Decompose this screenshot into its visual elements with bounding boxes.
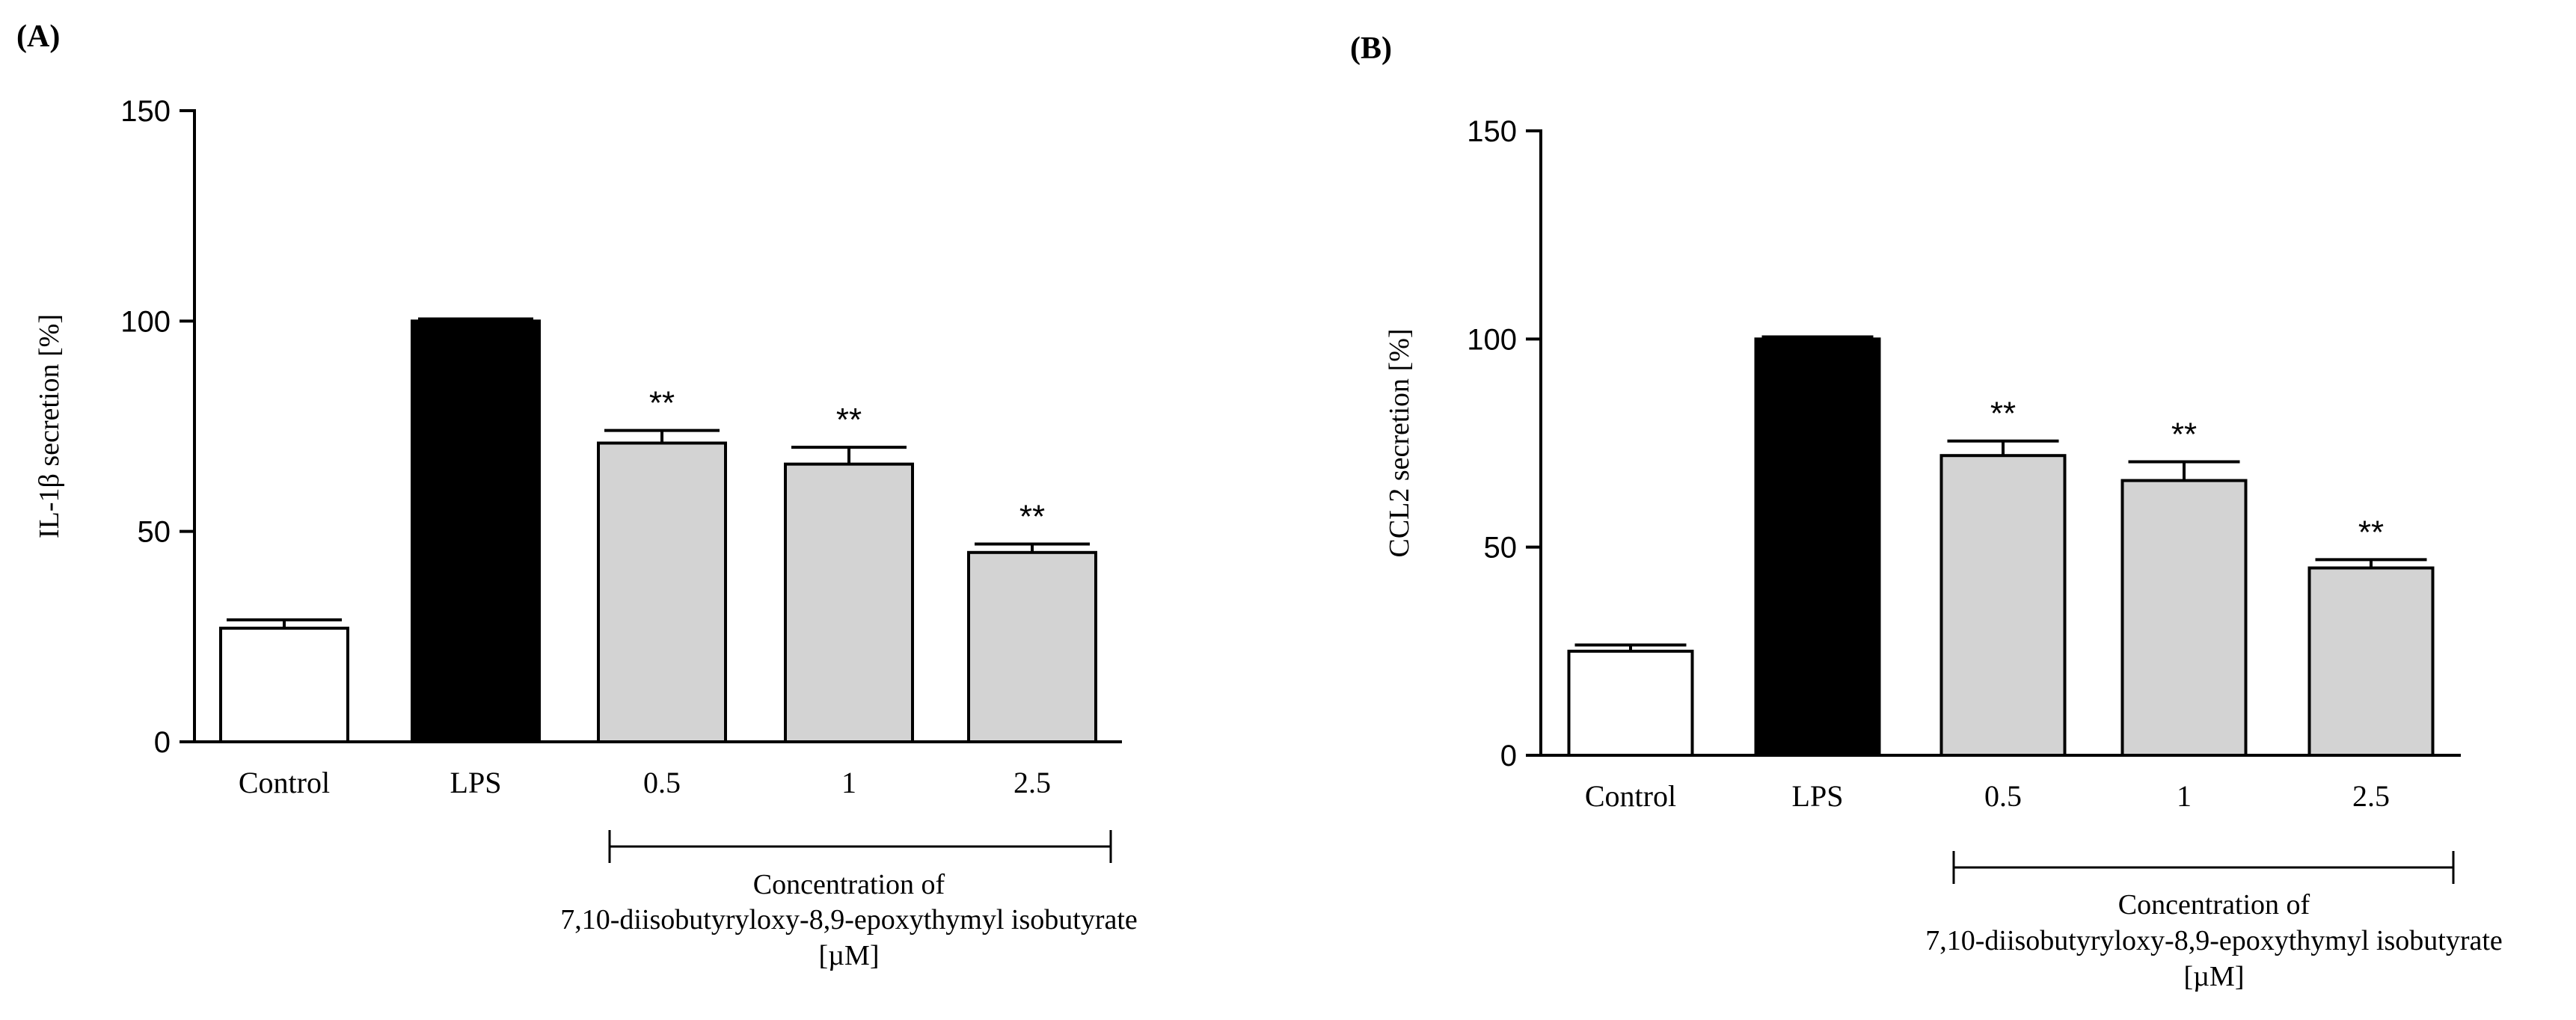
y-tick-label: 100 xyxy=(1467,323,1517,356)
significance-marker: ** xyxy=(1990,396,2016,432)
significance-marker: ** xyxy=(649,385,675,422)
significance-marker: ** xyxy=(1019,499,1045,535)
x-tick-label: 1 xyxy=(2177,779,2192,813)
y-tick-label: 0 xyxy=(1500,740,1517,772)
significance-marker: ** xyxy=(836,402,862,438)
x-tick-label: 0.5 xyxy=(1984,779,2022,813)
concentration-label-line: 7,10-diisobutyryloxy-8,9-epoxythymyl iso… xyxy=(1925,925,2503,956)
significance-marker: ** xyxy=(2358,514,2384,550)
bar xyxy=(411,319,541,744)
concentration-label-line: [µM] xyxy=(2184,961,2245,992)
x-tick-label: 2.5 xyxy=(2352,779,2390,813)
x-tick-label: Control xyxy=(1585,779,1676,813)
concentration-label-line: 7,10-diisobutyryloxy-8,9-epoxythymyl iso… xyxy=(560,904,1138,935)
y-tick-label: 100 xyxy=(120,305,171,338)
chart-panel-b: (B) 0 50 100 150 CCL2 secretion [%] Control LPS… xyxy=(1350,31,2503,992)
y-axis-title: IL-1β secretion [%] xyxy=(34,314,65,538)
x-tick-label: LPS xyxy=(450,766,502,799)
y-tick-label: 0 xyxy=(154,726,171,759)
bar xyxy=(219,627,349,744)
significance-marker: ** xyxy=(2171,417,2197,453)
bar xyxy=(967,550,1097,743)
bar xyxy=(1754,337,1881,758)
chart-panel-a: (A) 0 50 100 150 IL-1β secretion [%] Control LP… xyxy=(16,19,1138,971)
x-tick-label: Control xyxy=(239,766,330,799)
concentration-label-line: Concentration of xyxy=(2118,889,2310,921)
bar xyxy=(2120,479,2248,757)
y-axis-title: CCL2 secretion [%] xyxy=(1384,328,1415,557)
bar xyxy=(784,462,914,743)
concentration-label-line: [µM] xyxy=(819,940,880,971)
panel-label: (A) xyxy=(16,19,60,54)
y-tick-label: 150 xyxy=(120,95,171,128)
y-tick-label: 50 xyxy=(138,516,171,549)
x-tick-label: 1 xyxy=(841,766,856,799)
x-tick-label: LPS xyxy=(1792,779,1844,813)
concentration-label-line: Concentration of xyxy=(753,869,945,900)
x-tick-label: 2.5 xyxy=(1013,766,1051,799)
bar xyxy=(1567,649,1694,757)
y-tick-label: 150 xyxy=(1467,115,1517,148)
bar xyxy=(2307,566,2435,757)
bar xyxy=(597,441,727,743)
panel-label: (B) xyxy=(1350,31,1392,66)
y-tick-label: 50 xyxy=(1484,532,1518,565)
x-tick-label: 0.5 xyxy=(643,766,681,799)
bar xyxy=(1939,454,2067,757)
